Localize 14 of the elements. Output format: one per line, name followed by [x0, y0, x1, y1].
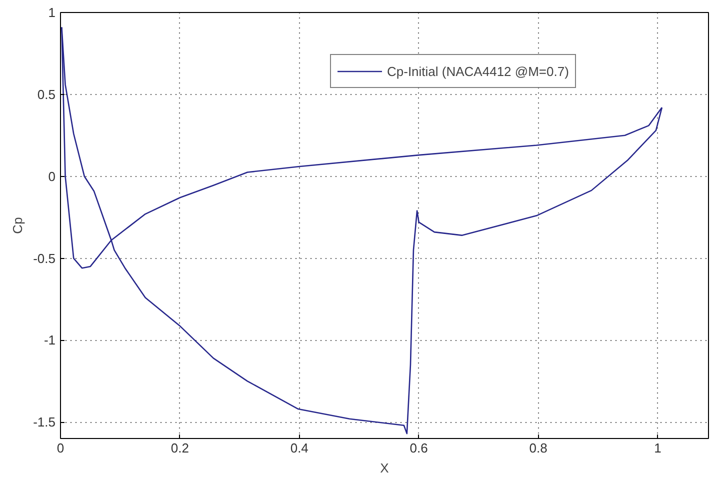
x-tick-label: 0.6 [410, 440, 428, 456]
y-tick-label: 0.5 [37, 86, 56, 102]
x-tick-label: 1 [654, 440, 662, 456]
y-tick-label: 0 [48, 168, 56, 184]
y-tick-label: 1 [48, 5, 56, 20]
y-axis-title: Cp [10, 217, 26, 234]
x-tick-label: 0.2 [170, 440, 189, 456]
x-axis-title: X [380, 460, 390, 476]
x-tick-label: 0.4 [290, 440, 308, 456]
y-tick-label: -0.5 [33, 250, 56, 266]
y-tick-label: -1 [44, 332, 56, 348]
x-tick-label: 0.8 [529, 440, 548, 456]
y-tick-label: -1.5 [33, 414, 56, 430]
legend-label: Cp-Initial (NACA4412 @M=0.7) [387, 64, 569, 78]
